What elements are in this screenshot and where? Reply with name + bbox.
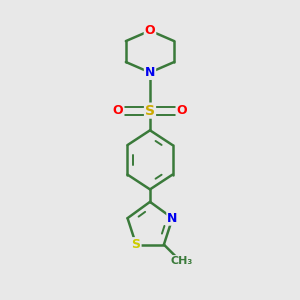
Text: O: O: [145, 24, 155, 37]
Text: N: N: [145, 66, 155, 79]
Text: O: O: [113, 104, 124, 117]
Text: S: S: [132, 238, 141, 251]
Text: CH₃: CH₃: [170, 256, 192, 266]
Text: N: N: [167, 212, 178, 225]
Text: O: O: [176, 104, 187, 117]
Text: S: S: [145, 103, 155, 118]
